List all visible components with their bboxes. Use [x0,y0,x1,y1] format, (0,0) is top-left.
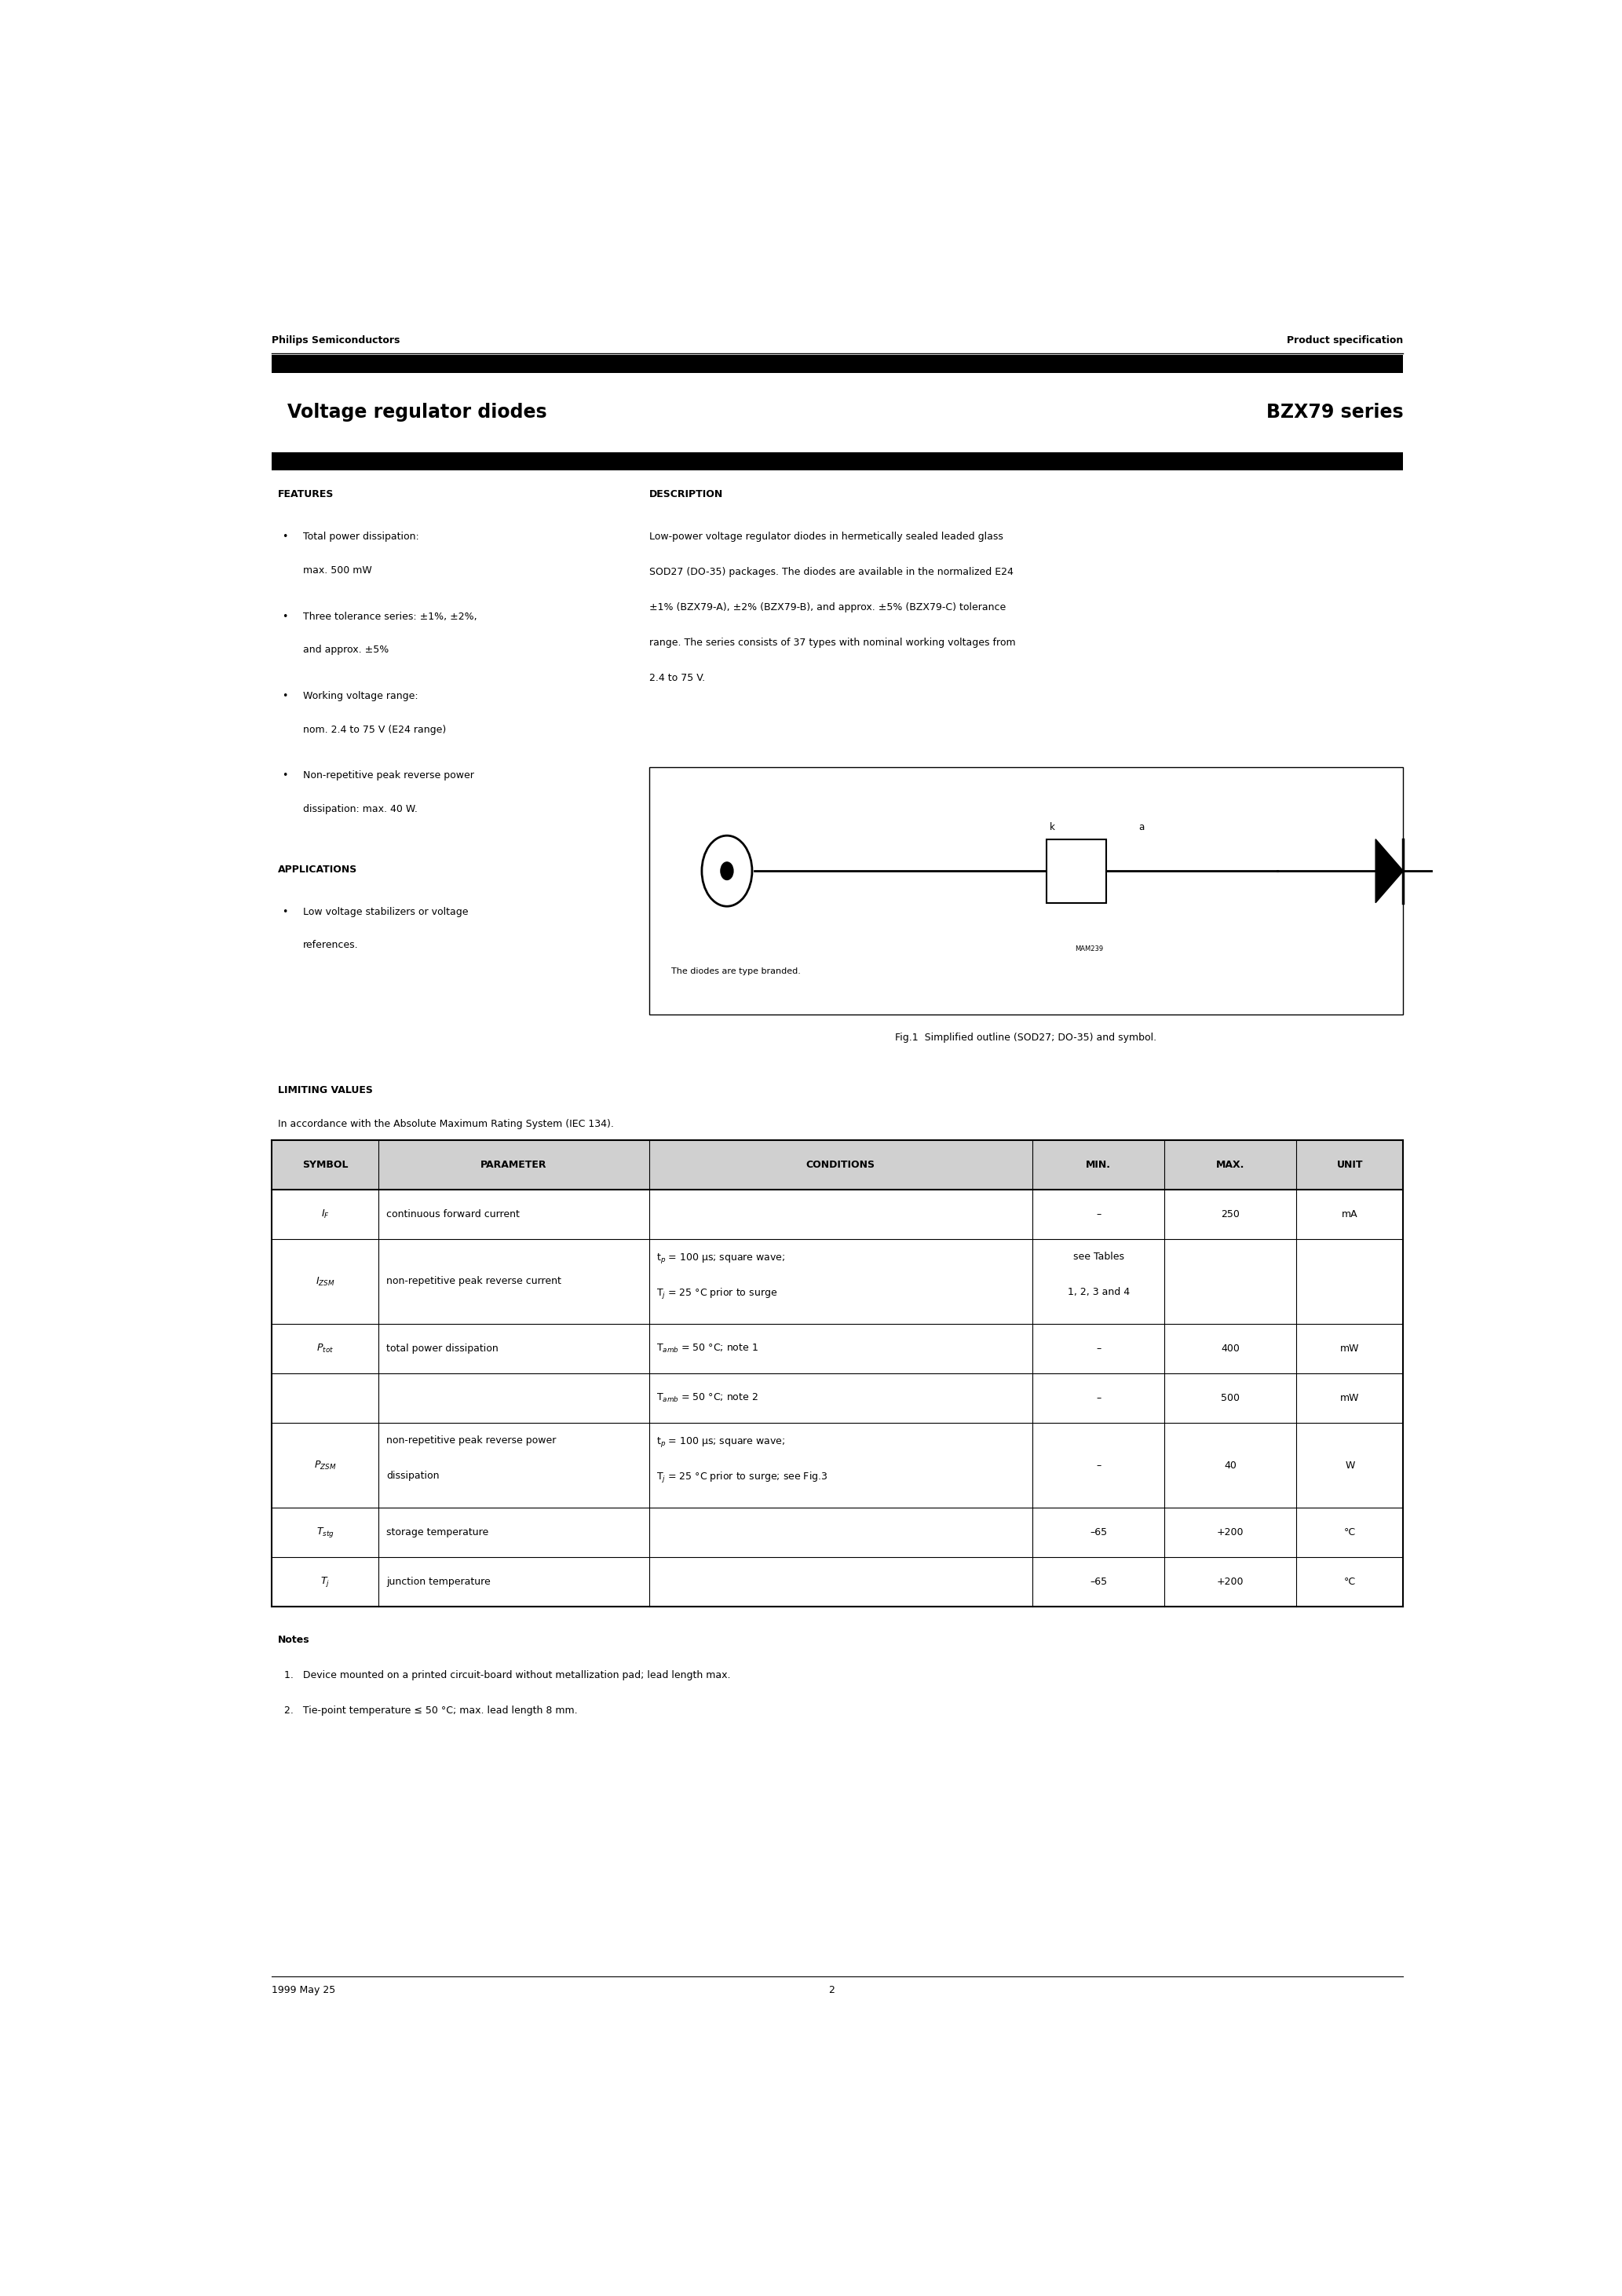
Text: 2.   Tie-point temperature ≤ 50 °C; max. lead length 8 mm.: 2. Tie-point temperature ≤ 50 °C; max. l… [284,1706,577,1715]
Text: PARAMETER: PARAMETER [480,1159,547,1171]
Text: nom. 2.4 to 75 V (E24 range): nom. 2.4 to 75 V (E24 range) [303,726,446,735]
Text: non-repetitive peak reverse power: non-repetitive peak reverse power [386,1435,556,1446]
Text: The diodes are type branded.: The diodes are type branded. [672,969,801,976]
Text: 500: 500 [1221,1394,1239,1403]
Text: 250: 250 [1221,1210,1239,1219]
Text: •: • [282,691,287,700]
Text: 2.4 to 75 V.: 2.4 to 75 V. [649,673,706,684]
Text: T$_j$: T$_j$ [321,1575,331,1589]
Text: –: – [1096,1210,1101,1219]
Text: dissipation: dissipation [386,1472,440,1481]
Text: 1, 2, 3 and 4: 1, 2, 3 and 4 [1067,1286,1129,1297]
Text: junction temperature: junction temperature [386,1577,490,1587]
Text: Three tolerance series: ±1%, ±2%,: Three tolerance series: ±1%, ±2%, [303,611,477,622]
Text: •: • [282,771,287,781]
Text: +200: +200 [1216,1527,1244,1538]
Bar [272,452,1403,471]
Text: Non-repetitive peak reverse power: Non-repetitive peak reverse power [303,771,474,781]
Text: W: W [1345,1460,1354,1469]
Text: a: a [1139,822,1145,831]
Text: 1.   Device mounted on a printed circuit-board without metallization pad; lead l: 1. Device mounted on a printed circuit-b… [284,1671,732,1681]
Text: k: k [1049,822,1056,831]
Text: MAM239: MAM239 [1075,946,1103,953]
Text: T$_{amb}$ = 50 °C; note 2: T$_{amb}$ = 50 °C; note 2 [657,1391,759,1405]
Text: Low voltage stabilizers or voltage: Low voltage stabilizers or voltage [303,907,469,916]
Text: SYMBOL: SYMBOL [302,1159,349,1171]
Text: storage temperature: storage temperature [386,1527,488,1538]
Text: T$_{amb}$ = 50 °C; note 1: T$_{amb}$ = 50 °C; note 1 [657,1343,759,1355]
Text: LIMITING VALUES: LIMITING VALUES [279,1086,373,1095]
Text: Product specification: Product specification [1286,335,1403,347]
Text: 400: 400 [1221,1343,1239,1355]
Text: dissipation: max. 40 W.: dissipation: max. 40 W. [303,804,418,815]
Text: °C: °C [1345,1577,1356,1587]
Text: references.: references. [303,941,358,951]
Bar [649,767,1403,1015]
Text: –65: –65 [1090,1527,1108,1538]
Text: 40: 40 [1225,1460,1236,1469]
Text: Fig.1  Simplified outline (SOD27; DO-35) and symbol.: Fig.1 Simplified outline (SOD27; DO-35) … [895,1033,1156,1042]
Text: MAX.: MAX. [1216,1159,1244,1171]
Text: CONDITIONS: CONDITIONS [806,1159,876,1171]
Text: max. 500 mW: max. 500 mW [303,565,371,576]
Text: DESCRIPTION: DESCRIPTION [649,489,723,501]
Text: –: – [1096,1460,1101,1469]
Text: APPLICATIONS: APPLICATIONS [279,863,358,875]
Text: FEATURES: FEATURES [279,489,334,501]
Text: –: – [1096,1394,1101,1403]
Polygon shape [1375,838,1403,902]
Text: I$_{ZSM}$: I$_{ZSM}$ [316,1277,336,1288]
Text: mW: mW [1340,1394,1359,1403]
Text: Philips Semiconductors: Philips Semiconductors [272,335,401,347]
Text: mA: mA [1341,1210,1358,1219]
Text: t$_p$ = 100 μs; square wave;: t$_p$ = 100 μs; square wave; [657,1251,785,1265]
Bar [272,1141,1403,1189]
Text: •: • [282,533,287,542]
Text: and approx. ±5%: and approx. ±5% [303,645,389,654]
Text: UNIT: UNIT [1337,1159,1362,1171]
Text: T$_{stg}$: T$_{stg}$ [316,1527,334,1538]
Text: ±1% (BZX79-A), ±2% (BZX79-B), and approx. ±5% (BZX79-C) tolerance: ±1% (BZX79-A), ±2% (BZX79-B), and approx… [649,602,1006,613]
Text: P$_{tot}$: P$_{tot}$ [316,1343,334,1355]
Text: Notes: Notes [279,1635,310,1646]
Text: T$_j$ = 25 °C prior to surge; see Fig.3: T$_j$ = 25 °C prior to surge; see Fig.3 [657,1472,827,1486]
Text: range. The series consists of 37 types with nominal working voltages from: range. The series consists of 37 types w… [649,638,1015,647]
Text: t$_p$ = 100 μs; square wave;: t$_p$ = 100 μs; square wave; [657,1435,785,1449]
Text: +200: +200 [1216,1577,1244,1587]
Text: mW: mW [1340,1343,1359,1355]
Text: T$_j$ = 25 °C prior to surge: T$_j$ = 25 °C prior to surge [657,1286,777,1302]
Text: Working voltage range:: Working voltage range: [303,691,418,700]
Text: In accordance with the Absolute Maximum Rating System (IEC 134).: In accordance with the Absolute Maximum … [279,1118,615,1130]
Text: •: • [282,907,287,916]
Text: I$_F$: I$_F$ [321,1208,329,1219]
Text: SOD27 (DO-35) packages. The diodes are available in the normalized E24: SOD27 (DO-35) packages. The diodes are a… [649,567,1014,576]
Text: Voltage regulator diodes: Voltage regulator diodes [287,402,547,422]
Bar [1046,838,1106,902]
Text: •: • [282,611,287,622]
Text: see Tables: see Tables [1072,1251,1124,1261]
Text: –65: –65 [1090,1577,1108,1587]
Bar [272,356,1403,372]
Text: °C: °C [1345,1527,1356,1538]
Text: MIN.: MIN. [1085,1159,1111,1171]
Text: Total power dissipation:: Total power dissipation: [303,533,420,542]
Text: Low-power voltage regulator diodes in hermetically sealed leaded glass: Low-power voltage regulator diodes in he… [649,533,1002,542]
Text: –: – [1096,1343,1101,1355]
Circle shape [720,861,733,879]
Text: P$_{ZSM}$: P$_{ZSM}$ [315,1460,336,1472]
Text: 2: 2 [829,1986,834,1995]
Text: BZX79 series: BZX79 series [1267,402,1403,422]
Text: non-repetitive peak reverse current: non-repetitive peak reverse current [386,1277,561,1286]
Text: 1999 May 25: 1999 May 25 [272,1986,336,1995]
Text: total power dissipation: total power dissipation [386,1343,498,1355]
Text: continuous forward current: continuous forward current [386,1210,519,1219]
